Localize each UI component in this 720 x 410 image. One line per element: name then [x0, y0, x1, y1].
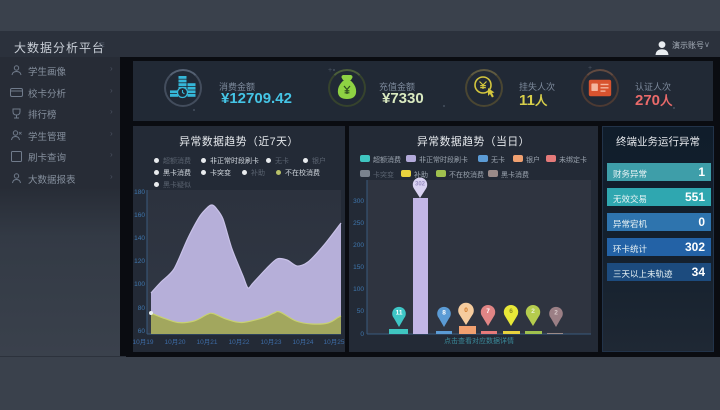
- svg-text:300: 300: [353, 198, 364, 205]
- svg-text:200: 200: [353, 242, 364, 249]
- svg-text:2: 2: [531, 308, 535, 315]
- svg-text:10月23: 10月23: [261, 338, 282, 346]
- svg-text:6: 6: [509, 308, 513, 315]
- svg-text:10月22: 10月22: [229, 338, 250, 346]
- svg-text:11: 11: [396, 310, 403, 317]
- svg-text:10月24: 10月24: [293, 338, 314, 346]
- svg-text:302: 302: [415, 182, 426, 188]
- svg-text:点击查看对应数据详情: 点击查看对应数据详情: [444, 336, 514, 345]
- svg-text:0: 0: [360, 331, 364, 338]
- svg-text:7: 7: [486, 308, 490, 315]
- svg-text:2: 2: [554, 310, 558, 317]
- svg-text:10月20: 10月20: [165, 338, 186, 346]
- svg-text:150: 150: [353, 264, 364, 271]
- svg-text:160: 160: [134, 212, 145, 219]
- svg-text:100: 100: [134, 281, 145, 288]
- svg-text:8: 8: [442, 310, 446, 317]
- svg-text:60: 60: [138, 328, 146, 335]
- svg-text:10月19: 10月19: [133, 338, 154, 346]
- svg-text:250: 250: [353, 220, 364, 227]
- svg-text:120: 120: [134, 258, 145, 265]
- svg-text:10月25: 10月25: [324, 338, 345, 346]
- svg-text:80: 80: [138, 305, 146, 312]
- svg-text:140: 140: [134, 235, 145, 242]
- svg-text:180: 180: [134, 189, 145, 196]
- svg-text:0: 0: [464, 307, 468, 314]
- svg-text:100: 100: [353, 286, 364, 293]
- svg-text:10月21: 10月21: [197, 338, 218, 346]
- svg-text:50: 50: [357, 308, 365, 315]
